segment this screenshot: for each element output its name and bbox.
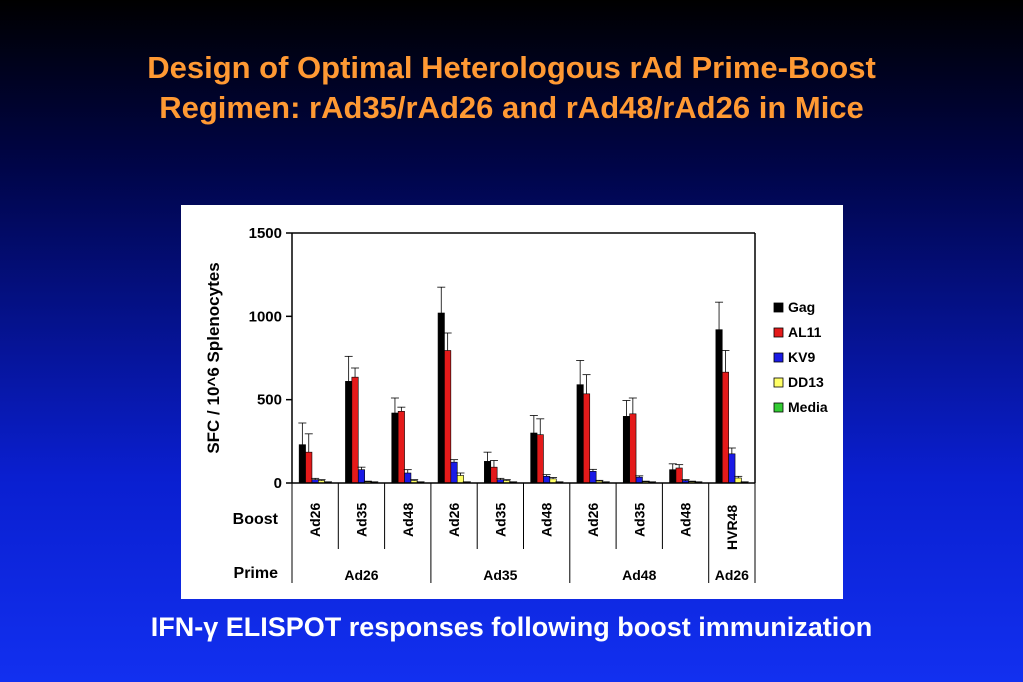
- legend-label-media: Media: [788, 399, 828, 415]
- bar-al11: [351, 376, 359, 484]
- boost-label: HVR48: [724, 505, 740, 550]
- bar-al11: [721, 371, 729, 484]
- legend-label-gag: Gag: [788, 299, 815, 315]
- bar-kv9: [728, 453, 736, 484]
- bar-dd13: [456, 475, 464, 484]
- boost-row-label: Boost: [233, 511, 279, 528]
- title-line-2: Regimen: rAd35/rAd26 and rAd48/rAd26 in …: [159, 90, 864, 125]
- bar-al11: [444, 350, 452, 484]
- bar-gag: [622, 416, 630, 484]
- y-tick-label: 1500: [249, 225, 282, 242]
- bar-al11: [490, 466, 498, 484]
- bar-al11: [583, 393, 591, 484]
- boost-label: Ad48: [400, 503, 416, 537]
- bar-kv9: [543, 476, 551, 484]
- bar-gag: [298, 444, 306, 484]
- boost-label: Ad48: [678, 503, 694, 537]
- legend-swatch-media: [773, 402, 784, 413]
- y-tick-label: 0: [274, 475, 282, 492]
- legend-swatch-al11: [773, 327, 784, 338]
- bar-al11: [536, 434, 544, 484]
- bar-chart: 0 500 1000 1500 SFC / 10^6 Splenocytes Ad26 Ad…: [204, 225, 828, 583]
- prime-label: Ad26: [344, 567, 378, 583]
- bar-gag: [437, 312, 445, 484]
- prime-label: Ad35: [483, 567, 517, 583]
- bar-kv9: [357, 469, 365, 484]
- y-tick-label: 500: [257, 392, 282, 409]
- y-axis-label: SFC / 10^6 Splenocytes: [204, 262, 223, 453]
- boost-label: Ad26: [585, 503, 601, 537]
- legend-swatch-kv9: [773, 352, 784, 363]
- boost-label: Ad26: [446, 503, 462, 537]
- boost-label: Ad35: [631, 503, 647, 537]
- bar-al11: [675, 467, 683, 484]
- bar-gag: [484, 461, 492, 484]
- bar-kv9: [589, 471, 597, 484]
- bar-gag: [345, 381, 353, 484]
- bar-gag: [576, 384, 584, 484]
- prime-row-label: Prime: [234, 565, 279, 582]
- y-tick-label: 1000: [249, 308, 282, 325]
- boost-label: Ad26: [307, 503, 323, 537]
- boost-label: Ad35: [353, 503, 369, 537]
- bar-kv9: [635, 476, 643, 484]
- legend-label-al11: AL11: [788, 324, 822, 340]
- slide-title: Design of Optimal Heterologous rAd Prime…: [0, 48, 1023, 128]
- bar-gag: [530, 432, 538, 484]
- boost-label: Ad48: [539, 503, 555, 537]
- legend-label-kv9: KV9: [788, 349, 815, 365]
- bar-al11: [629, 413, 637, 484]
- bar-gag: [715, 329, 723, 484]
- bar-gag: [391, 412, 399, 484]
- bar-al11: [305, 451, 313, 484]
- boost-label: Ad35: [492, 503, 508, 537]
- legend-swatch-gag: [773, 302, 784, 313]
- bar-al11: [397, 411, 405, 484]
- bar-gag: [669, 469, 677, 484]
- prime-label: Ad48: [622, 567, 656, 583]
- legend-label-dd13: DD13: [788, 374, 824, 390]
- chart-panel: 0 500 1000 1500 SFC / 10^6 Splenocytes Ad26 Ad…: [181, 205, 843, 599]
- legend-swatch-dd13: [773, 377, 784, 388]
- prime-label: Ad26: [715, 567, 749, 583]
- bar-kv9: [404, 472, 412, 484]
- title-line-1: Design of Optimal Heterologous rAd Prime…: [147, 50, 876, 85]
- slide-caption: IFN-γ ELISPOT responses following boost …: [150, 612, 873, 642]
- bar-kv9: [450, 461, 458, 484]
